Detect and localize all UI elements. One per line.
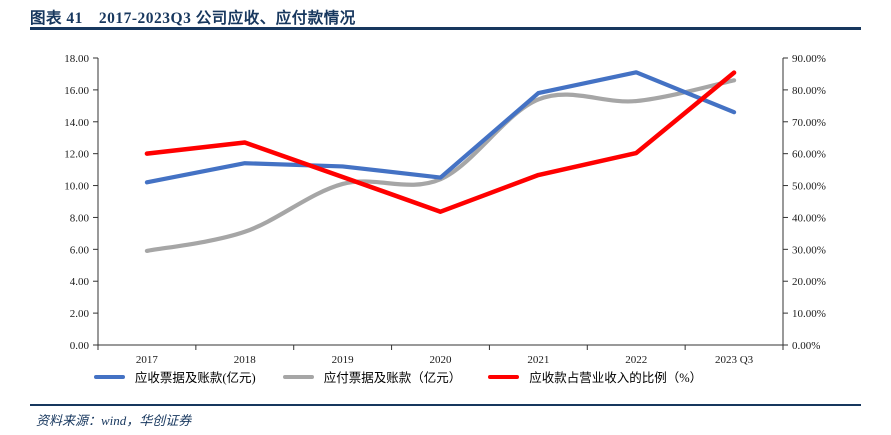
title-underline [30, 27, 861, 30]
source-note: 资料来源：wind，华创证券 [36, 413, 192, 428]
axes [97, 58, 784, 346]
svg-text:90.00%: 90.00% [792, 53, 826, 65]
svg-text:16.00: 16.00 [64, 85, 89, 97]
svg-text:2021: 2021 [527, 354, 549, 366]
svg-text:2019: 2019 [332, 354, 355, 366]
svg-text:2022: 2022 [625, 354, 647, 366]
x-axis: 2017 2018 2019 2020 2021 2022 2023 Q3 [97, 345, 784, 366]
legend-line-red-icon [488, 374, 520, 379]
legend-line-gray-icon [282, 374, 314, 379]
svg-text:50.00%: 50.00% [792, 181, 826, 193]
legend-line-blue-icon [93, 374, 125, 379]
svg-text:2020: 2020 [430, 354, 453, 366]
legend-item-receivables: 应收票据及账款(亿元) [93, 367, 256, 386]
svg-text:2017: 2017 [136, 354, 159, 366]
figure-number: 图表 41 [30, 10, 83, 27]
svg-text:20.00%: 20.00% [792, 276, 826, 288]
left-axis: 0.00 2.00 4.00 6.00 8.00 10.00 12.00 14.00 16.00… [64, 53, 98, 352]
svg-text:14.00: 14.00 [64, 117, 89, 129]
chart-legend: 应收票据及账款(亿元) 应付票据及账款（亿元） 应收款占营业收入的比例（%） [0, 367, 891, 386]
svg-text:30.00%: 30.00% [792, 244, 826, 256]
svg-text:0.00%: 0.00% [792, 340, 820, 352]
svg-text:18.00: 18.00 [64, 53, 89, 65]
svg-text:6.00: 6.00 [70, 244, 90, 256]
figure-title: 图表 41 2017-2023Q3 公司应收、应付款情况 [30, 6, 356, 28]
svg-text:10.00%: 10.00% [792, 308, 826, 320]
svg-text:10.00: 10.00 [64, 181, 89, 193]
legend-item-payables: 应付票据及账款（亿元） [282, 367, 462, 386]
legend-label: 应收票据及账款(亿元) [134, 371, 256, 385]
footer-divider [30, 404, 861, 406]
series-2 [144, 70, 737, 214]
svg-text:12.00: 12.00 [64, 149, 89, 161]
legend-label: 应收款占营业收入的比例（%） [529, 371, 703, 385]
svg-text:40.00%: 40.00% [792, 212, 826, 224]
right-axis: 0.00% 10.00% 20.00% 30.00% 40.00% 50.00% 60.00… [783, 53, 826, 352]
legend-label: 应付票据及账款（亿元） [323, 371, 462, 385]
svg-text:2.00: 2.00 [70, 308, 90, 320]
svg-text:2018: 2018 [234, 354, 257, 366]
svg-text:60.00%: 60.00% [792, 149, 826, 161]
figure-title-text: 2017-2023Q3 公司应收、应付款情况 [98, 10, 356, 27]
svg-text:0.00: 0.00 [70, 340, 90, 352]
svg-text:80.00%: 80.00% [792, 85, 826, 97]
legend-item-ratio: 应收款占营业收入的比例（%） [488, 367, 702, 386]
svg-text:8.00: 8.00 [70, 212, 90, 224]
svg-text:70.00%: 70.00% [792, 117, 826, 129]
svg-text:4.00: 4.00 [70, 276, 90, 288]
svg-text:2023 Q3: 2023 Q3 [715, 354, 754, 366]
series-0 [144, 70, 737, 185]
